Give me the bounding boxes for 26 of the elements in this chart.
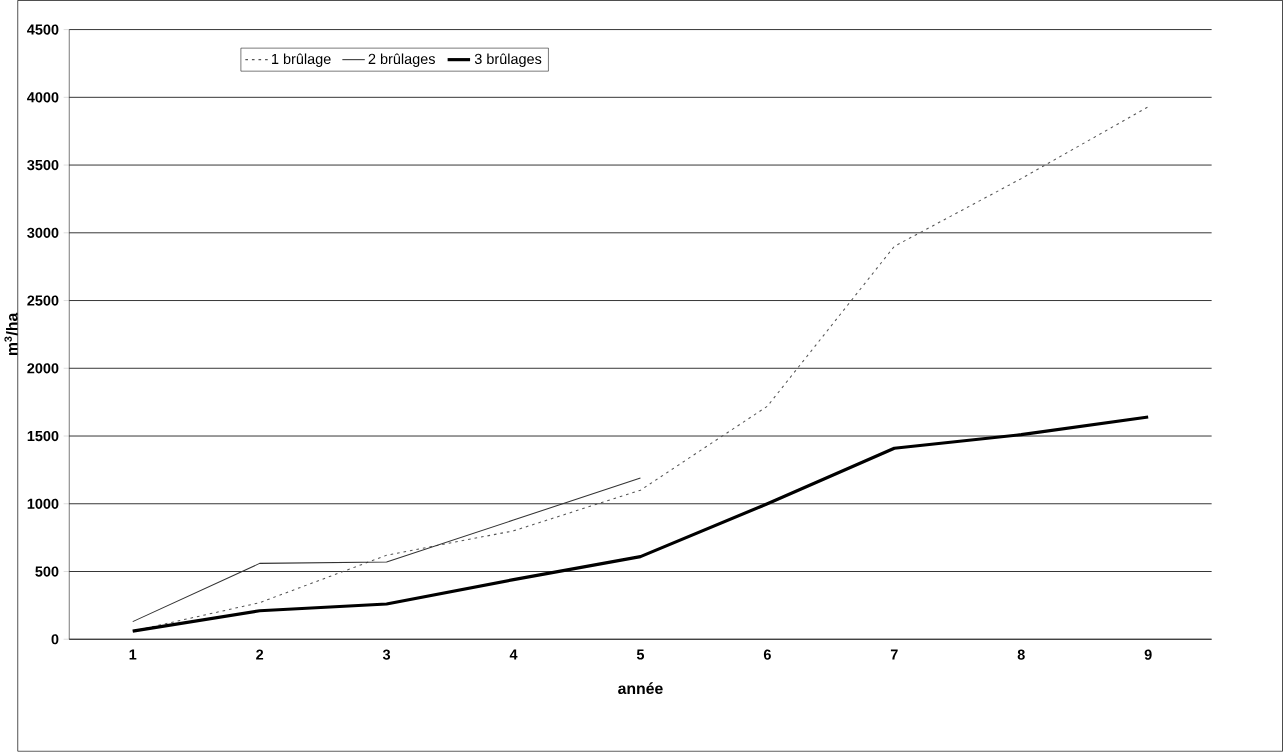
y-tick-label: 3000 [27,227,59,239]
y-tick-label: 0 [51,634,59,645]
line-series [132,477,641,623]
y-tick-label: 1000 [27,498,59,510]
y-tick-label: 2500 [27,295,59,306]
x-tick-label: 8 [1017,649,1025,660]
x-tick-label: 2 [256,649,264,660]
y-tick-label: 1500 [27,431,59,442]
x-tick-label: 5 [636,649,645,660]
legend-label: 1 brûlage [272,53,331,68]
x-tick-label: 6 [763,649,771,660]
x-axis-title: année [618,682,663,695]
x-tick-label: 9 [1144,649,1152,660]
legend-label: 3 brûlages [474,53,542,68]
y-tick-label: 4000 [27,92,59,103]
y-tick-label: 3500 [27,160,59,171]
y-tick-label: 500 [35,566,59,577]
y-tick-label: 2000 [27,363,59,374]
y-tick-label: 4500 [27,24,59,35]
x-tick-label: 7 [890,649,898,660]
x-tick-label: 4 [509,649,518,660]
x-tick-label: 1 [129,649,137,660]
legend-label: 2 brûlages [368,53,435,68]
y-axis-title: m$^{3}$/ha [4,312,18,356]
x-tick-label: 3 [382,649,391,660]
line-series [131,415,1150,633]
